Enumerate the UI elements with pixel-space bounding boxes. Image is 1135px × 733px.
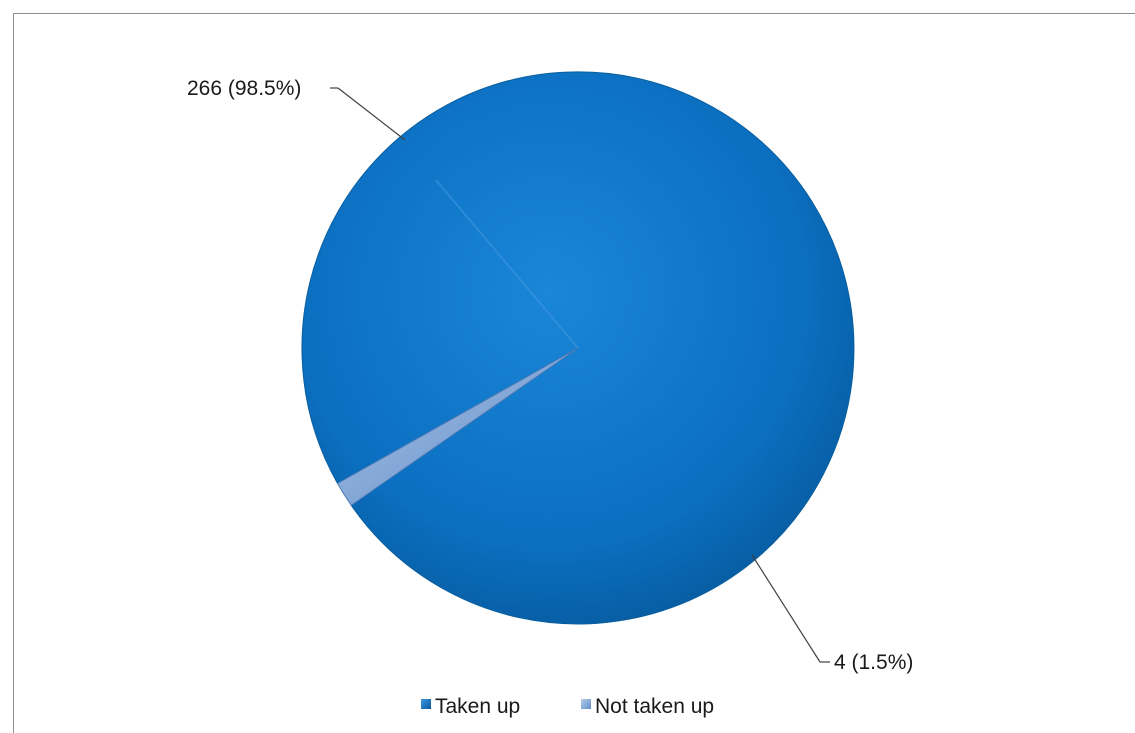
legend-label-taken-up: Taken up [435,695,520,718]
pie-slices [301,71,855,625]
legend-label-not-taken-up: Not taken up [595,695,714,718]
leader-line-not-taken-up [751,554,821,663]
leader-line-taken-up [337,87,406,141]
pie-data-labels: 266 (98.5%) 4 (1.5%) [187,77,913,674]
data-label-taken-up: 266 (98.5%) [187,77,301,100]
chart-legend: Taken up Not taken up [421,695,714,718]
legend-swatch-not-taken-up [581,699,591,709]
pie-slice-not-taken-up [336,347,579,506]
pie-slice-highlight [435,179,579,349]
legend-swatch-taken-up [421,699,431,709]
data-label-not-taken-up: 4 (1.5%) [834,651,913,674]
